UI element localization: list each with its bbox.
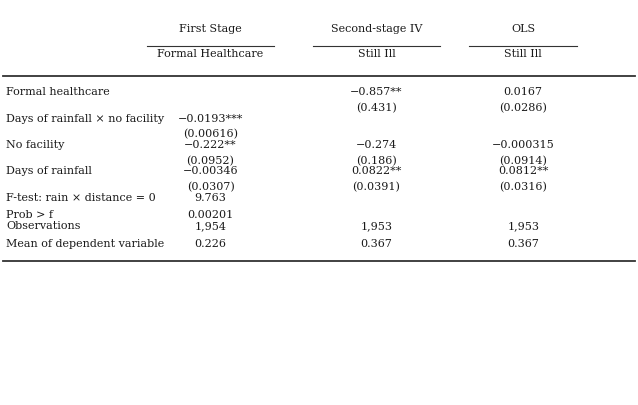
Text: (0.186): (0.186) bbox=[356, 155, 397, 165]
Text: −0.00346: −0.00346 bbox=[182, 166, 239, 176]
Text: (0.0914): (0.0914) bbox=[499, 155, 547, 165]
Text: 9.763: 9.763 bbox=[195, 192, 226, 202]
Text: 1,954: 1,954 bbox=[195, 221, 226, 231]
Text: 0.0822**: 0.0822** bbox=[352, 166, 401, 176]
Text: Days of rainfall × no facility: Days of rainfall × no facility bbox=[6, 113, 165, 124]
Text: (0.0307): (0.0307) bbox=[187, 181, 234, 192]
Text: 0.00201: 0.00201 bbox=[188, 210, 234, 220]
Text: Second-stage IV: Second-stage IV bbox=[330, 24, 422, 34]
Text: Still Ill: Still Ill bbox=[504, 49, 542, 59]
Text: (0.0952): (0.0952) bbox=[186, 155, 235, 165]
Text: (0.0391): (0.0391) bbox=[352, 181, 401, 192]
Text: −0.274: −0.274 bbox=[356, 140, 397, 150]
Text: Days of rainfall: Days of rainfall bbox=[6, 166, 93, 176]
Text: OLS: OLS bbox=[511, 24, 535, 34]
Text: 0.0812**: 0.0812** bbox=[498, 166, 548, 176]
Text: Mean of dependent variable: Mean of dependent variable bbox=[6, 238, 165, 248]
Text: −0.0193***: −0.0193*** bbox=[178, 113, 243, 124]
Text: (0.00616): (0.00616) bbox=[183, 129, 238, 139]
Text: Still Ill: Still Ill bbox=[357, 49, 396, 59]
Text: 0.0167: 0.0167 bbox=[503, 87, 543, 97]
Text: First Stage: First Stage bbox=[179, 24, 242, 34]
Text: 1,953: 1,953 bbox=[507, 221, 539, 231]
Text: 0.367: 0.367 bbox=[360, 238, 392, 248]
Text: (0.0316): (0.0316) bbox=[499, 181, 547, 192]
Text: Observations: Observations bbox=[6, 221, 81, 231]
Text: 1,953: 1,953 bbox=[360, 221, 392, 231]
Text: F-test: rain × distance = 0: F-test: rain × distance = 0 bbox=[6, 192, 156, 202]
Text: −0.857**: −0.857** bbox=[350, 87, 403, 97]
Text: 0.226: 0.226 bbox=[195, 238, 226, 248]
Text: Formal healthcare: Formal healthcare bbox=[6, 87, 110, 97]
Text: (0.0286): (0.0286) bbox=[499, 102, 547, 113]
Text: (0.431): (0.431) bbox=[356, 102, 397, 113]
Text: No facility: No facility bbox=[6, 140, 64, 150]
Text: 0.367: 0.367 bbox=[507, 238, 539, 248]
Text: −0.000315: −0.000315 bbox=[492, 140, 554, 150]
Text: −0.222**: −0.222** bbox=[184, 140, 237, 150]
Text: Formal Healthcare: Formal Healthcare bbox=[158, 49, 263, 59]
Text: Prob > f: Prob > f bbox=[6, 210, 54, 220]
